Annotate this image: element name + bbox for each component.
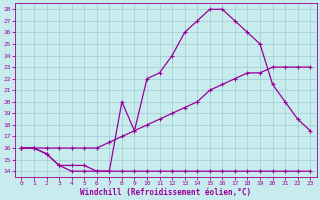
X-axis label: Windchill (Refroidissement éolien,°C): Windchill (Refroidissement éolien,°C)	[80, 188, 252, 197]
